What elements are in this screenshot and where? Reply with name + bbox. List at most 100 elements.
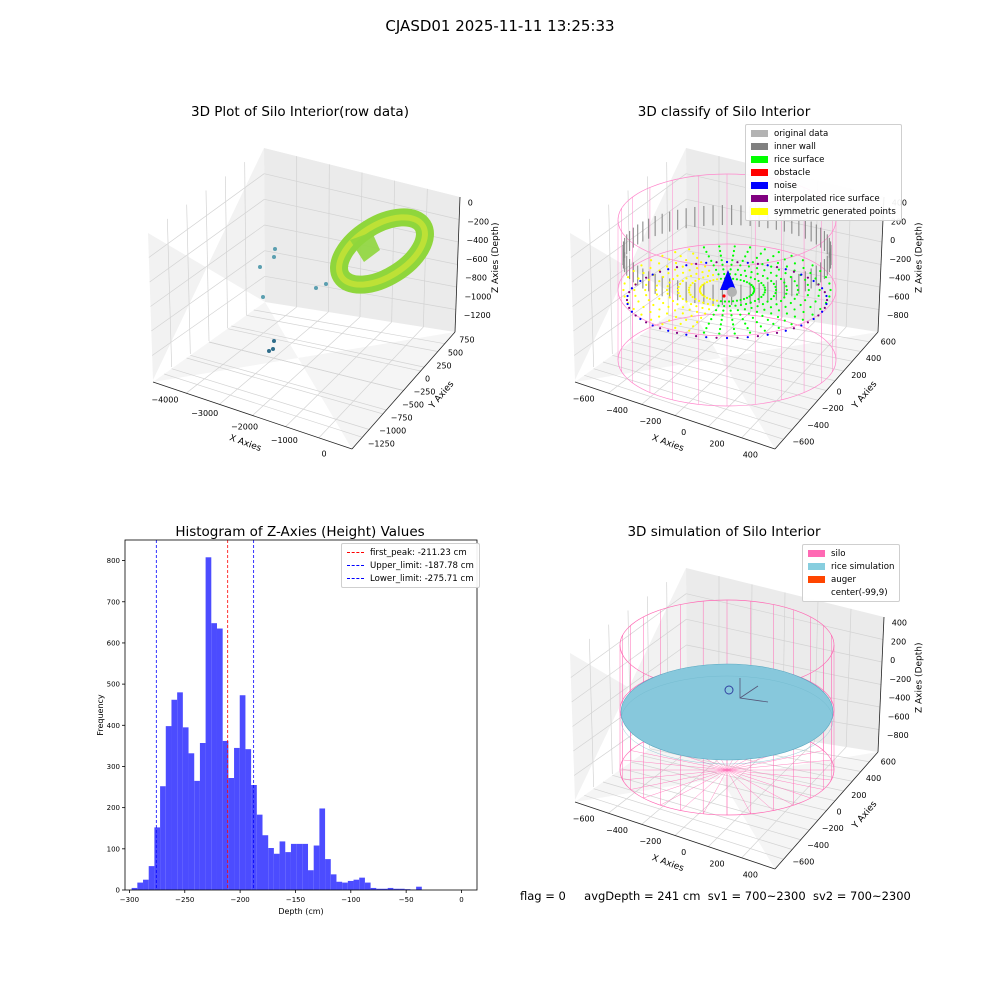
surface-point	[809, 271, 812, 275]
y-tick-label: 0	[116, 887, 120, 895]
surface-point	[722, 268, 725, 271]
surface-point	[774, 288, 778, 292]
histogram-bar	[347, 880, 354, 890]
surface-point	[679, 322, 682, 325]
surface-point	[679, 282, 682, 285]
surface-point	[691, 281, 694, 285]
legend-label: rice simulation	[831, 561, 895, 572]
surface-point	[799, 303, 802, 307]
surface-point	[745, 296, 749, 299]
surface-point	[671, 277, 675, 281]
p4-z-tick-label: −200	[889, 675, 911, 684]
noise-point	[705, 261, 708, 264]
surface-point	[721, 314, 724, 317]
histogram-bar	[296, 843, 303, 890]
surface-point	[734, 304, 737, 307]
surface-point	[681, 312, 684, 315]
surface-point	[700, 261, 703, 264]
surface-point	[712, 278, 715, 282]
noise-point	[792, 327, 796, 330]
surface-point	[690, 314, 693, 317]
p1-y-tick-label: −750	[391, 414, 413, 423]
surface-point	[793, 262, 797, 265]
surface-point	[775, 274, 778, 277]
p1-y-tick-label: 0	[425, 375, 430, 384]
legend-item: noise	[751, 179, 896, 192]
surface-point	[674, 251, 677, 254]
surface-point	[689, 302, 693, 306]
legend-label: inner wall	[774, 141, 816, 152]
legend-swatch	[808, 589, 825, 596]
histogram-bar	[364, 882, 371, 890]
surface-point	[739, 303, 743, 307]
silo-floor-spoke	[726, 769, 794, 806]
surface-point	[828, 282, 831, 285]
p4-x-tick-label: −200	[639, 837, 661, 846]
histogram-bar	[245, 749, 252, 890]
panel4-title: 3D simulation of Silo Interior	[627, 524, 821, 540]
surface-point	[640, 264, 643, 267]
surface-point	[673, 268, 677, 271]
surface-point	[757, 279, 760, 283]
noise-point	[821, 287, 824, 290]
surface-point	[694, 279, 697, 283]
surface-point	[776, 261, 780, 265]
surface-point	[753, 299, 757, 303]
silo-floor-spoke	[726, 769, 774, 811]
p4-x-tick-label: 200	[709, 859, 724, 868]
surface-point	[761, 274, 765, 278]
surface-point	[762, 293, 765, 296]
p1-x-tick-label: −1000	[271, 436, 298, 445]
p4-floor-pane	[575, 722, 878, 869]
histogram-bar	[302, 843, 309, 890]
p4-y-tick-label: −400	[807, 841, 829, 850]
surface-point	[761, 302, 765, 306]
p4-back-pane	[570, 568, 687, 800]
noise-point	[736, 336, 739, 339]
histogram-bar	[234, 747, 240, 890]
surface-point	[729, 309, 732, 312]
noise-point	[725, 260, 729, 264]
x-tick-label: −150	[286, 896, 305, 904]
p1-z-tick-label: −1200	[464, 311, 491, 320]
surface-point	[679, 295, 682, 298]
surface-point	[753, 288, 756, 292]
surface-point	[819, 269, 822, 273]
silo-floor-spoke	[643, 769, 728, 799]
noise-point	[817, 283, 820, 286]
p4-z-tick-label: −400	[888, 694, 910, 703]
surface-point	[743, 308, 747, 311]
surface-point	[718, 332, 721, 335]
noise-point	[667, 268, 670, 271]
simulation-3d-plot: −600−400−2000200400−600−400−200020040060…	[570, 568, 924, 879]
silo-floor-spoke	[630, 750, 728, 771]
surface-point	[694, 297, 697, 301]
surface-point	[755, 321, 758, 324]
p1-x-axis-label: X Axies	[228, 433, 263, 454]
surface-point	[777, 268, 781, 271]
noise-point	[715, 261, 718, 264]
p4-y-axis-label: Y Axies	[850, 799, 879, 831]
surface-point	[647, 278, 650, 281]
surface-point	[661, 323, 664, 326]
surface-point	[776, 315, 780, 319]
surface-point	[772, 282, 775, 285]
legend-item: auger	[808, 573, 894, 586]
surface-point	[691, 295, 694, 299]
p2-floor-pane	[575, 302, 878, 449]
x-tick-label: −200	[231, 896, 250, 904]
surface-point	[762, 284, 765, 287]
surface-point	[819, 307, 822, 311]
noise-point	[675, 265, 679, 269]
surface-point	[811, 264, 814, 267]
noise-point	[825, 302, 828, 306]
surface-point	[747, 312, 751, 315]
surface-point	[743, 269, 747, 272]
noise-point	[715, 336, 718, 339]
surface-point	[769, 306, 773, 309]
surface-point	[703, 265, 707, 268]
surface-point	[703, 295, 706, 298]
surface-point	[703, 282, 706, 285]
legend-item: rice simulation	[808, 560, 894, 573]
surface-point	[657, 262, 661, 265]
